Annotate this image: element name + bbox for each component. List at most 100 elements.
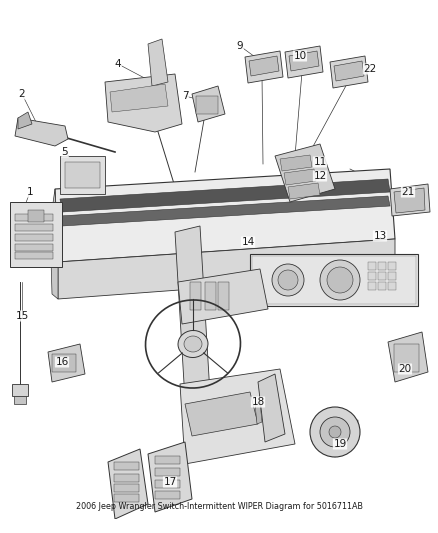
Polygon shape [50, 189, 58, 299]
Text: 1: 1 [27, 187, 33, 197]
Bar [394, 344, 419, 372]
Polygon shape [192, 86, 225, 122]
Text: 9: 9 [237, 41, 244, 51]
Bar [114, 474, 139, 482]
Circle shape [255, 277, 261, 283]
Polygon shape [394, 188, 425, 213]
Circle shape [272, 264, 304, 296]
Polygon shape [255, 402, 262, 424]
Bar [190, 282, 201, 310]
Bar [155, 480, 180, 488]
Polygon shape [350, 420, 358, 438]
Bar [15, 244, 53, 251]
Polygon shape [18, 112, 32, 129]
Bar [388, 272, 396, 280]
Polygon shape [249, 56, 279, 76]
Circle shape [320, 417, 350, 447]
Polygon shape [312, 424, 320, 442]
Polygon shape [330, 56, 368, 88]
Polygon shape [388, 332, 428, 382]
Polygon shape [60, 179, 390, 212]
Bar [15, 252, 53, 259]
Bar [14, 396, 26, 404]
Text: 12: 12 [313, 171, 327, 181]
Text: 15: 15 [15, 311, 28, 321]
Polygon shape [60, 196, 390, 226]
Bar [368, 272, 376, 280]
Circle shape [402, 357, 406, 361]
Text: 21: 21 [401, 187, 415, 197]
Bar [388, 282, 396, 290]
Text: 19: 19 [333, 439, 346, 449]
Polygon shape [284, 169, 316, 185]
Bar [205, 282, 216, 310]
Circle shape [402, 346, 406, 351]
Bar [114, 494, 139, 502]
Polygon shape [185, 392, 258, 436]
Polygon shape [180, 369, 295, 464]
Bar [388, 262, 396, 270]
Polygon shape [148, 39, 168, 86]
Text: 10: 10 [293, 51, 307, 61]
Text: 20: 20 [399, 364, 412, 374]
Bar [65, 162, 100, 188]
Polygon shape [245, 51, 283, 83]
Circle shape [329, 426, 341, 438]
Text: 14: 14 [241, 237, 254, 247]
Polygon shape [175, 226, 210, 400]
Text: 13: 13 [373, 231, 387, 241]
Bar [218, 282, 229, 310]
Polygon shape [258, 374, 285, 442]
Bar [114, 462, 139, 470]
Bar [60, 156, 105, 194]
Bar [114, 484, 139, 492]
Polygon shape [285, 46, 323, 78]
Polygon shape [15, 118, 68, 146]
Polygon shape [334, 61, 364, 81]
Circle shape [407, 277, 413, 283]
Circle shape [310, 407, 360, 457]
Bar [368, 262, 376, 270]
Circle shape [320, 260, 360, 300]
Text: 16: 16 [55, 357, 69, 367]
Bar [252, 256, 416, 304]
Bar [52, 354, 76, 372]
Polygon shape [288, 183, 320, 199]
Polygon shape [280, 155, 312, 171]
Bar [155, 491, 180, 499]
Circle shape [402, 367, 406, 372]
Bar [378, 262, 386, 270]
Polygon shape [110, 84, 168, 112]
Polygon shape [108, 449, 148, 519]
Polygon shape [275, 144, 335, 202]
Text: 11: 11 [313, 157, 327, 167]
Text: 2: 2 [19, 89, 25, 99]
Bar [250, 254, 418, 306]
Text: 18: 18 [251, 397, 265, 407]
Ellipse shape [178, 330, 208, 358]
Bar [155, 468, 180, 476]
Polygon shape [390, 184, 430, 216]
Polygon shape [48, 344, 85, 382]
Polygon shape [105, 74, 182, 132]
Circle shape [278, 270, 298, 290]
Text: 4: 4 [115, 59, 121, 69]
Bar [28, 210, 44, 222]
Text: 22: 22 [364, 64, 377, 74]
Bar [368, 282, 376, 290]
Polygon shape [289, 51, 319, 71]
Text: 2006 Jeep Wrangler Switch-Intermittent WIPER Diagram for 5016711AB: 2006 Jeep Wrangler Switch-Intermittent W… [75, 502, 363, 511]
Bar [15, 234, 53, 241]
Polygon shape [178, 269, 268, 324]
Bar [378, 272, 386, 280]
Ellipse shape [184, 336, 202, 352]
Bar [378, 282, 386, 290]
Bar [15, 224, 53, 231]
Text: 5: 5 [62, 147, 68, 157]
Bar [196, 96, 218, 114]
Bar [12, 384, 28, 396]
Polygon shape [148, 442, 192, 512]
Text: 17: 17 [163, 477, 177, 487]
Text: 7: 7 [182, 91, 188, 101]
Bar [15, 214, 53, 221]
